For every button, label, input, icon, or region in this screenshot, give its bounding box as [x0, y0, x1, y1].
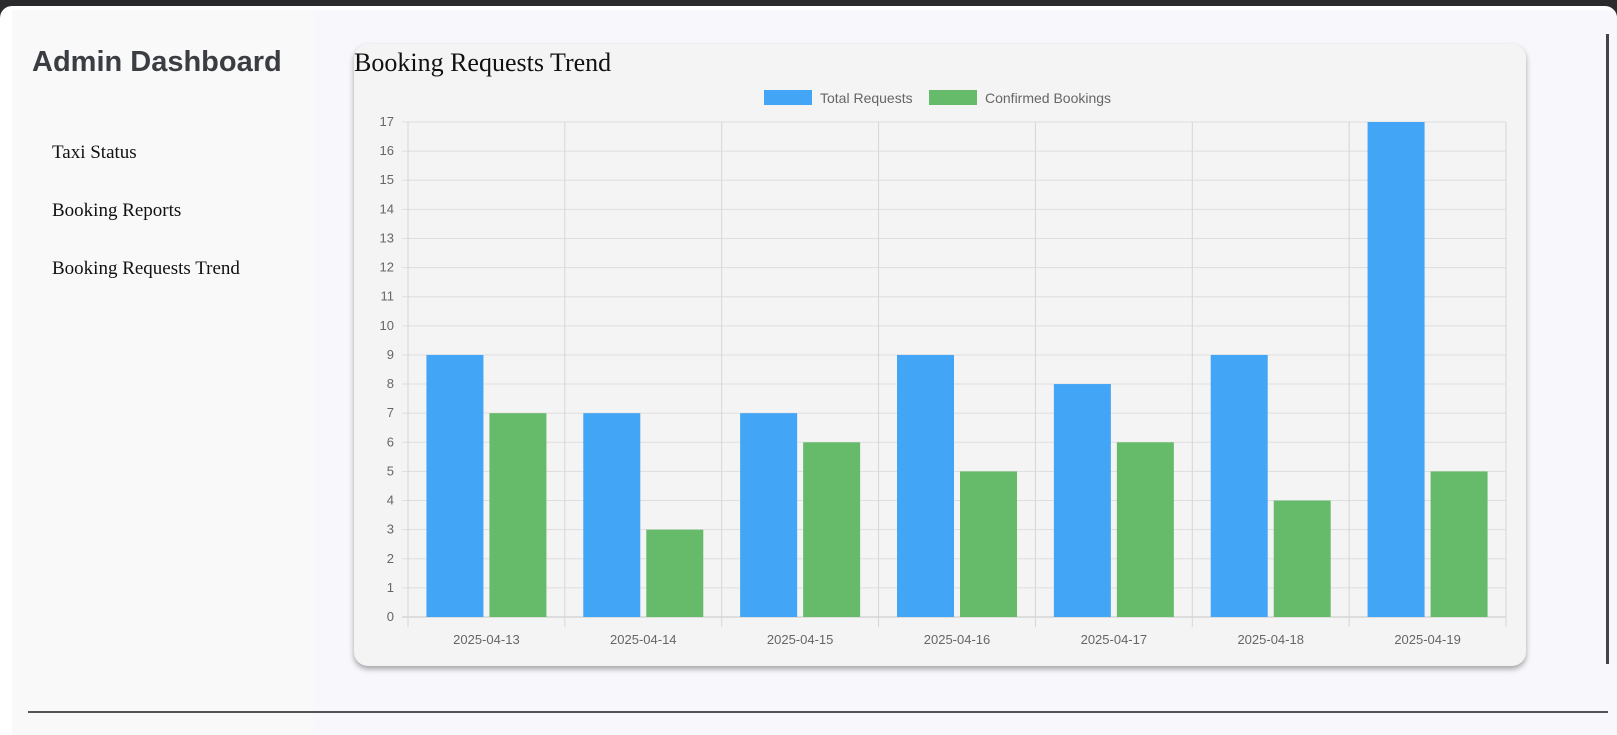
bar-total-requests [1210, 354, 1268, 617]
y-tick-label: 5 [387, 463, 394, 478]
y-tick-label: 6 [387, 434, 394, 449]
sidebar: Admin Dashboard Taxi Status Booking Repo… [12, 10, 314, 735]
y-tick-label: 11 [381, 289, 395, 304]
browser-window: Admin Dashboard Taxi Status Booking Repo… [0, 6, 1617, 735]
bar-confirmed-bookings [803, 442, 861, 617]
legend-swatch [764, 90, 812, 105]
bar-confirmed-bookings [1430, 471, 1488, 617]
legend-label: Confirmed Bookings [985, 90, 1111, 106]
sidebar-item-taxi-status[interactable]: Taxi Status [52, 142, 137, 163]
bottom-divider [28, 711, 1608, 713]
bar-total-requests [1367, 122, 1425, 617]
bar-total-requests [1053, 384, 1111, 617]
x-tick-label: 2025-04-19 [1394, 632, 1461, 647]
y-tick-label: 16 [380, 143, 394, 158]
y-tick-label: 17 [380, 114, 394, 129]
bar-total-requests [583, 413, 641, 617]
x-tick-label: 2025-04-14 [610, 632, 677, 647]
page: Admin Dashboard Taxi Status Booking Repo… [12, 10, 1617, 735]
bar-confirmed-bookings [646, 529, 704, 617]
y-tick-label: 0 [387, 609, 394, 624]
y-tick-label: 9 [387, 347, 394, 362]
bar-total-requests [426, 354, 484, 617]
chart-card: Booking Requests Trend 0 1 2 3 4 5 6 7 8 9 10 11 12 1… [354, 44, 1526, 666]
y-tick-label: 12 [380, 260, 394, 275]
x-tick-label: 2025-04-15 [767, 632, 834, 647]
y-tick-label: 8 [387, 376, 394, 391]
bar-confirmed-bookings [1116, 442, 1174, 617]
bar-confirmed-bookings [1273, 500, 1331, 617]
y-tick-label: 15 [380, 172, 394, 187]
card-title: Booking Requests Trend [354, 48, 612, 77]
y-tick-label: 14 [380, 201, 394, 216]
y-tick-label: 13 [380, 230, 394, 245]
y-tick-label: 3 [387, 522, 394, 537]
x-tick-label: 2025-04-17 [1081, 632, 1148, 647]
x-tick-label: 2025-04-18 [1237, 632, 1304, 647]
sidebar-item-booking-requests-trend[interactable]: Booking Requests Trend [52, 258, 240, 279]
legend-swatch [929, 90, 977, 105]
legend-label: Total Requests [820, 90, 913, 106]
bar-confirmed-bookings [960, 471, 1017, 617]
y-tick-label: 1 [387, 580, 394, 595]
bar-total-requests [897, 354, 954, 617]
y-tick-label: 7 [387, 405, 394, 420]
scrollbar[interactable] [1606, 34, 1609, 664]
x-tick-label: 2025-04-16 [924, 632, 991, 647]
y-tick-label: 2 [387, 551, 394, 566]
y-tick-label: 10 [380, 318, 394, 333]
bar-confirmed-bookings [489, 413, 547, 617]
bar-total-requests [740, 413, 798, 617]
sidebar-title: Admin Dashboard [32, 46, 282, 78]
y-tick-label: 4 [387, 493, 394, 508]
x-tick-label: 2025-04-13 [453, 632, 520, 647]
sidebar-item-booking-reports[interactable]: Booking Reports [52, 200, 182, 221]
